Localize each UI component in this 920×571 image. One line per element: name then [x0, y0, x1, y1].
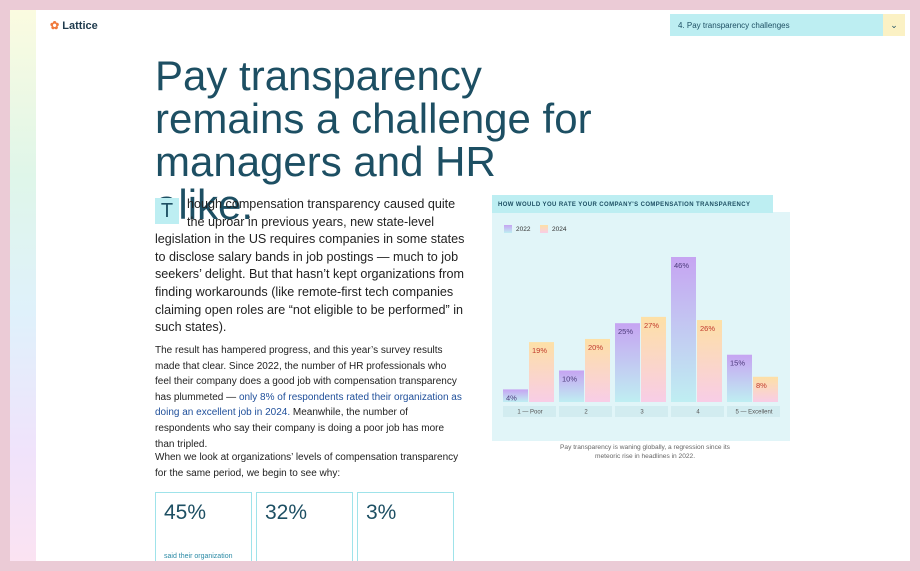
value-label: 26%: [700, 324, 715, 333]
text: Meanwhile, the number of respondents who…: [155, 407, 445, 450]
chart-title: HOW WOULD YOU RATE YOUR COMPANY'S COMPEN…: [498, 202, 750, 208]
content: ✿ Lattice 4. Pay transparency challenges…: [10, 10, 910, 561]
bar: [727, 354, 752, 402]
stat-card: 45% said their organization: [155, 492, 252, 561]
category-box: [615, 406, 668, 417]
dropdown-label: 4. Pay transparency challenges: [678, 21, 790, 30]
stat-text: said their organization: [164, 553, 233, 560]
value-label: 19%: [532, 346, 547, 355]
category-box: [671, 406, 724, 417]
value-label: 10%: [562, 374, 577, 383]
x-tick-label: 2: [584, 410, 588, 416]
category-box: [503, 406, 556, 417]
chart-header: [492, 195, 773, 213]
stat-card: 32%: [256, 492, 353, 561]
chart-caption: Pay transparency is waning globally, a r…: [560, 444, 730, 460]
x-tick-label: 1 — Poor: [517, 410, 542, 416]
legend-swatch: [540, 225, 548, 233]
x-tick-label: 5 — Excellent: [735, 410, 772, 416]
text: The result has hampered progress, and th…: [155, 345, 457, 403]
legend-label: 2024: [552, 226, 567, 233]
category-box: [727, 406, 780, 417]
bar: [641, 316, 666, 402]
value-label: 4%: [506, 393, 517, 402]
chevron: ⌄: [883, 14, 905, 36]
intro-text: hough compensation transparency caused q…: [155, 197, 465, 335]
legend-label: 2022: [516, 226, 531, 233]
legend-swatch: [504, 225, 512, 233]
bar: [559, 370, 584, 402]
value-label: 8%: [756, 381, 767, 390]
gradient-strip: [10, 10, 36, 561]
section-dropdown[interactable]: 4. Pay transparency challenges ⌄: [670, 14, 905, 36]
bar: [697, 320, 722, 402]
stat-card: 3%: [357, 492, 454, 561]
logo[interactable]: ✿ Lattice: [50, 20, 98, 32]
chart: HOW WOULD YOU RATE YOUR COMPANY'S COMPEN…: [492, 195, 790, 441]
drop-cap: T: [155, 198, 179, 224]
x-tick-label: 3: [640, 410, 644, 416]
value-label: 20%: [588, 343, 603, 352]
bar: [753, 376, 778, 402]
stat-value: 32%: [265, 501, 308, 524]
stat-value: 3%: [366, 501, 397, 524]
title: Pay transparency remains a challenge for…: [155, 52, 592, 228]
highlight: only 8% of respondents rated their organ…: [155, 391, 462, 419]
bar: [529, 342, 554, 402]
value-label: 15%: [730, 359, 745, 368]
bar: [615, 323, 640, 402]
logo-text: Lattice: [62, 20, 98, 32]
value-label: 25%: [618, 327, 633, 336]
stat-value: 45%: [164, 501, 207, 524]
bar: [585, 338, 610, 402]
paragraph: The result has hampered progress, and th…: [155, 343, 465, 452]
value-label: 27%: [644, 321, 659, 330]
bar: [671, 257, 696, 402]
paragraph: When we look at organizations’ levels of…: [155, 452, 459, 479]
category-box: [559, 406, 612, 417]
value-label: 46%: [674, 261, 689, 270]
bar: [503, 389, 528, 402]
x-tick-label: 4: [696, 410, 700, 416]
